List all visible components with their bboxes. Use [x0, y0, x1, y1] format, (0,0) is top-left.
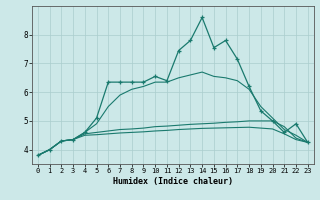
X-axis label: Humidex (Indice chaleur): Humidex (Indice chaleur)	[113, 177, 233, 186]
